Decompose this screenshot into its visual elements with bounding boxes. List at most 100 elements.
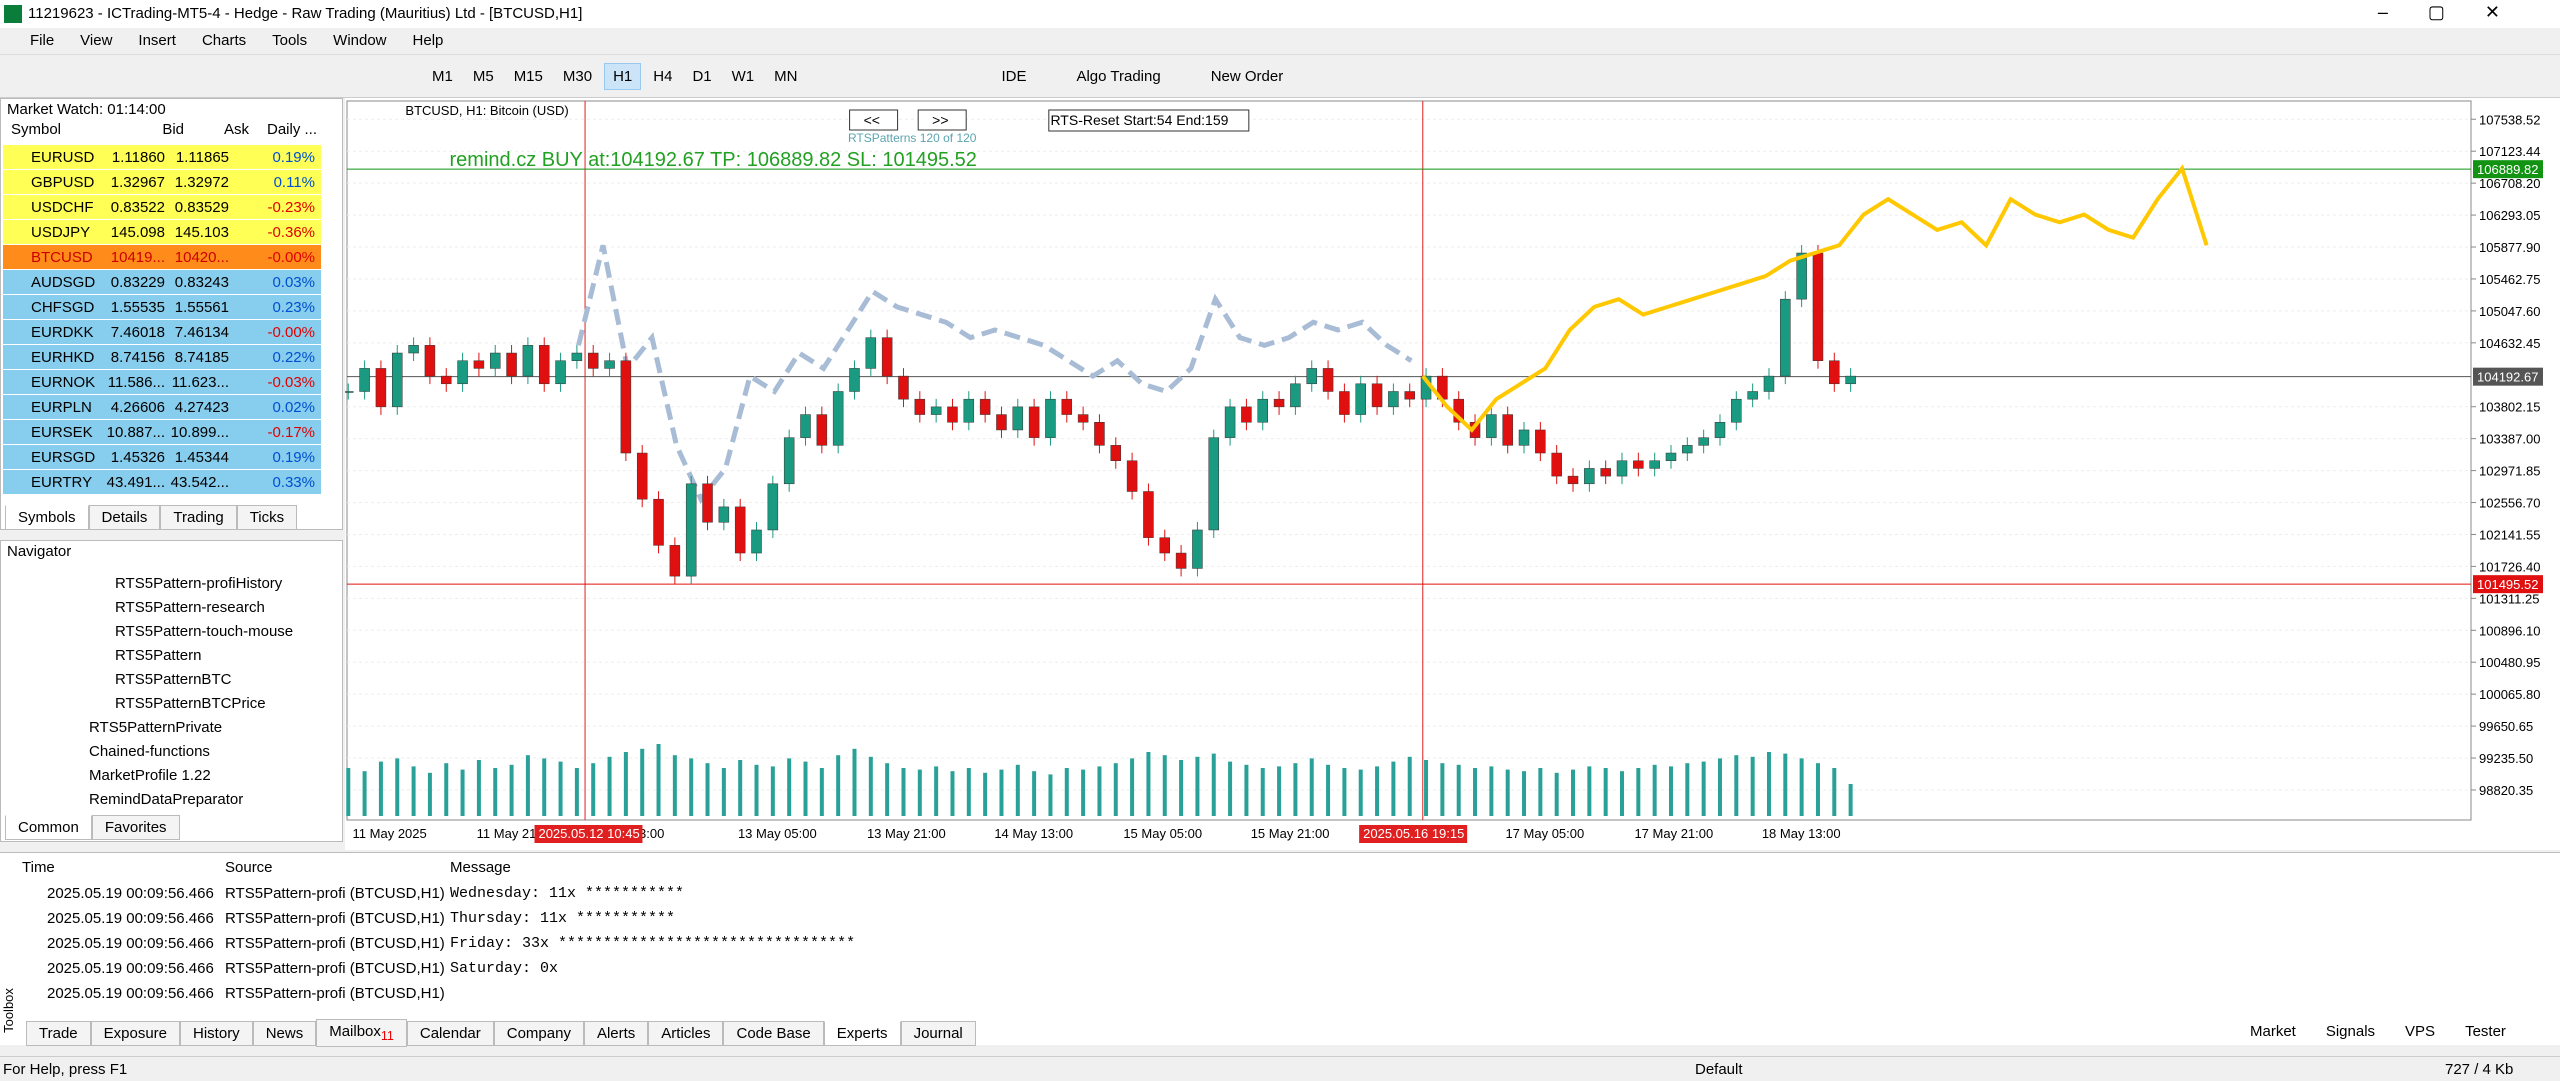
symbol-row[interactable]: GBPUSD 1.32967 1.32972 0.11% — [3, 170, 321, 194]
timeframe-button[interactable]: H4 — [653, 67, 673, 85]
menu-item[interactable]: Insert — [138, 31, 176, 49]
nav-button[interactable] — [849, 109, 899, 131]
candle — [1404, 391, 1415, 400]
tab[interactable]: Company — [493, 1020, 584, 1046]
candle — [522, 345, 534, 377]
symbol-row[interactable]: CHFSGD 1.55535 1.55561 0.23% — [3, 295, 321, 319]
navigator-item[interactable]: RTS5PatternPrivate — [89, 719, 223, 736]
navigator-item[interactable]: RTS5Pattern-touch-mouse — [115, 623, 294, 640]
candle — [1273, 398, 1285, 408]
service-tab[interactable]: Signals — [2325, 1023, 2376, 1040]
menu-item[interactable]: View — [80, 31, 113, 49]
tab[interactable]: Details — [88, 505, 161, 530]
tab[interactable]: Articles — [648, 1020, 724, 1046]
cell: 43.542... — [170, 474, 229, 491]
volume-bar — [950, 771, 955, 816]
tab[interactable]: Mailbox11 — [316, 1019, 407, 1047]
candle — [767, 483, 779, 531]
tab[interactable]: History — [180, 1020, 253, 1046]
nav-button-label[interactable]: << — [864, 112, 880, 128]
tab[interactable]: Alerts — [583, 1020, 649, 1046]
symbol-row[interactable]: AUDSGD 0.83229 0.83243 0.03% — [3, 270, 321, 294]
symbol-row[interactable]: EURDKK 7.46018 7.46134 -0.00% — [3, 320, 321, 344]
menu-item[interactable]: Help — [412, 31, 444, 49]
volume-bar — [672, 755, 677, 816]
tab[interactable]: Common — [5, 815, 92, 840]
tab[interactable]: Favorites — [91, 815, 180, 840]
symbol-row[interactable]: EURUSD 1.11860 1.11865 0.19% — [3, 145, 321, 169]
chart-symbol: BTCUSD, H1: Bitcoin (USD) — [405, 103, 568, 118]
candle — [1665, 452, 1677, 461]
candle — [930, 406, 942, 415]
tab[interactable]: Trade — [26, 1020, 91, 1046]
symbol-row[interactable]: BTCUSD 10419... 10420... -0.00% — [3, 245, 321, 269]
candle — [1224, 406, 1236, 438]
menu-item[interactable]: Charts — [201, 31, 247, 49]
timeframe-button[interactable]: W1 — [731, 67, 755, 85]
navigator-item[interactable]: RTS5Pattern-research — [115, 599, 265, 616]
navigator-item[interactable]: RTS5Pattern — [115, 647, 202, 664]
navigator-item[interactable]: RTS5PatternBTC — [115, 671, 232, 688]
tab[interactable]: Ticks — [236, 505, 298, 530]
tab[interactable]: Calendar — [406, 1020, 494, 1046]
volume-bar — [1489, 766, 1494, 816]
timeframe-button[interactable]: D1 — [692, 67, 712, 85]
tab[interactable]: Symbols — [5, 505, 89, 530]
tab[interactable]: Code Base — [723, 1020, 824, 1046]
service-tab[interactable]: VPS — [2405, 1023, 2436, 1040]
tab[interactable]: Journal — [900, 1020, 976, 1046]
toolbar-button[interactable]: IDE — [1001, 67, 1027, 85]
tab[interactable]: News — [252, 1020, 317, 1046]
timeframe-button[interactable]: M5 — [472, 67, 494, 85]
navigator-item[interactable]: RTS5Pattern-profiHistory — [115, 575, 283, 592]
timeframe-button[interactable]: M30 — [562, 67, 593, 85]
tab[interactable]: Trading — [160, 505, 237, 530]
symbol-row[interactable]: EURNOK 11.586... 11.623... -0.03% — [3, 370, 321, 394]
menu-item[interactable]: Tools — [272, 31, 308, 49]
symbol-row[interactable]: EURPLN 4.26606 4.27423 0.02% — [3, 395, 321, 419]
navigator-item[interactable]: Chained-functions — [89, 743, 210, 760]
symbol-row[interactable]: EURHKD 8.74156 8.74185 0.22% — [3, 345, 321, 369]
menu-item[interactable]: File — [30, 31, 55, 49]
column-header: Daily ... — [267, 121, 318, 138]
symbol-row[interactable]: EURTRY 43.491... 43.542... 0.33% — [3, 470, 321, 494]
price-tick-label: 106708.20 — [2479, 176, 2540, 191]
tab[interactable]: Exposure — [90, 1020, 181, 1046]
window-controls[interactable]: –▢✕ — [2377, 2, 2540, 22]
candle — [408, 345, 419, 354]
volume-bar — [787, 758, 792, 816]
toolbar-button[interactable]: New Order — [1210, 67, 1284, 85]
volume-bar — [1407, 756, 1412, 816]
navigator-item[interactable]: RemindDataPreparator — [89, 791, 244, 808]
candle — [1502, 414, 1513, 446]
tab[interactable]: Experts — [823, 1020, 901, 1046]
column-header: Source — [225, 859, 273, 876]
symbol-row[interactable]: USDCHF 0.83522 0.83529 -0.23% — [3, 195, 321, 219]
navigator-item[interactable]: RTS5PatternBTCPrice — [115, 695, 266, 712]
service-tab[interactable]: Tester — [2465, 1023, 2506, 1040]
reset-box[interactable] — [1048, 109, 1250, 132]
candle — [1339, 391, 1350, 415]
nav-button-label[interactable]: >> — [932, 112, 948, 128]
volume-bar — [1440, 763, 1445, 816]
cell: 0.19% — [272, 149, 315, 166]
service-tab[interactable]: Market — [2250, 1023, 2296, 1040]
cell: 1.45326 — [110, 449, 165, 466]
time-marker-box — [1359, 825, 1468, 843]
candle — [1780, 298, 1791, 377]
navigator-item[interactable]: MarketProfile 1.22 — [89, 767, 211, 784]
timeframe-button[interactable]: MN — [774, 67, 798, 85]
timeframe-button[interactable]: M1 — [432, 67, 453, 85]
symbol-row[interactable]: EURSEK 10.887... 10.899... -0.17% — [3, 420, 321, 444]
toolbar-button[interactable]: Algo Trading — [1076, 67, 1161, 85]
timeframe-button[interactable]: M15 — [513, 67, 543, 85]
symbol-row[interactable]: EURSGD 1.45326 1.45344 0.19% — [3, 445, 321, 469]
reset-label[interactable]: RTS-Reset Start:54 End:159 — [1050, 112, 1228, 128]
timeframe-button[interactable]: H1 — [604, 62, 642, 90]
nav-button[interactable] — [917, 109, 967, 131]
candle — [555, 360, 566, 385]
menu-item[interactable]: Window — [333, 31, 387, 49]
symbol-row[interactable]: USDJPY 145.098 145.103 -0.36% — [3, 220, 321, 244]
volume-bar — [1603, 768, 1608, 816]
time-label: 18 May 13:00 — [1762, 826, 1841, 841]
